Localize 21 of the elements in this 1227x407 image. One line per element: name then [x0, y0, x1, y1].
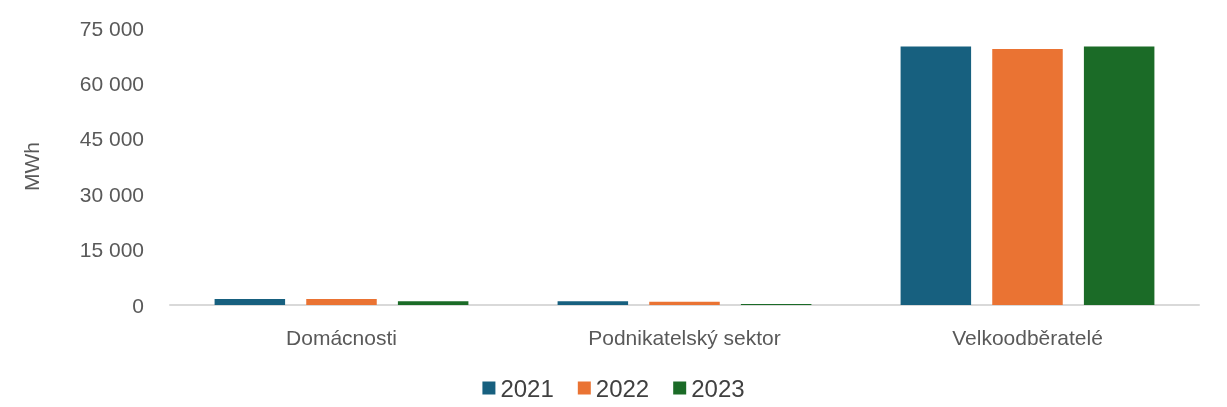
bar — [649, 301, 720, 305]
y-tick-label: 0 — [132, 293, 144, 317]
bar — [306, 299, 377, 305]
legend-label: 2022 — [595, 374, 650, 402]
y-tick-label: 30 000 — [79, 182, 144, 206]
bar — [557, 301, 629, 305]
bar — [992, 49, 1063, 305]
y-axis-title: MWh — [20, 142, 43, 191]
bar — [900, 46, 972, 305]
x-tick-label: Podnikatelský sektor — [588, 326, 781, 349]
legend-label: 2023 — [691, 374, 745, 402]
y-tick-label: 45 000 — [79, 127, 144, 151]
bar — [214, 299, 286, 305]
bar — [397, 301, 469, 305]
y-tick-label: 75 000 — [79, 16, 144, 40]
bar — [1083, 46, 1155, 305]
x-tick-label: Velkoodběratelé — [952, 326, 1103, 349]
legend-label: 2021 — [500, 374, 554, 402]
y-tick-label: 60 000 — [79, 71, 144, 95]
x-tick-label: Domácnosti — [286, 326, 397, 349]
y-tick-label: 15 000 — [79, 238, 144, 262]
